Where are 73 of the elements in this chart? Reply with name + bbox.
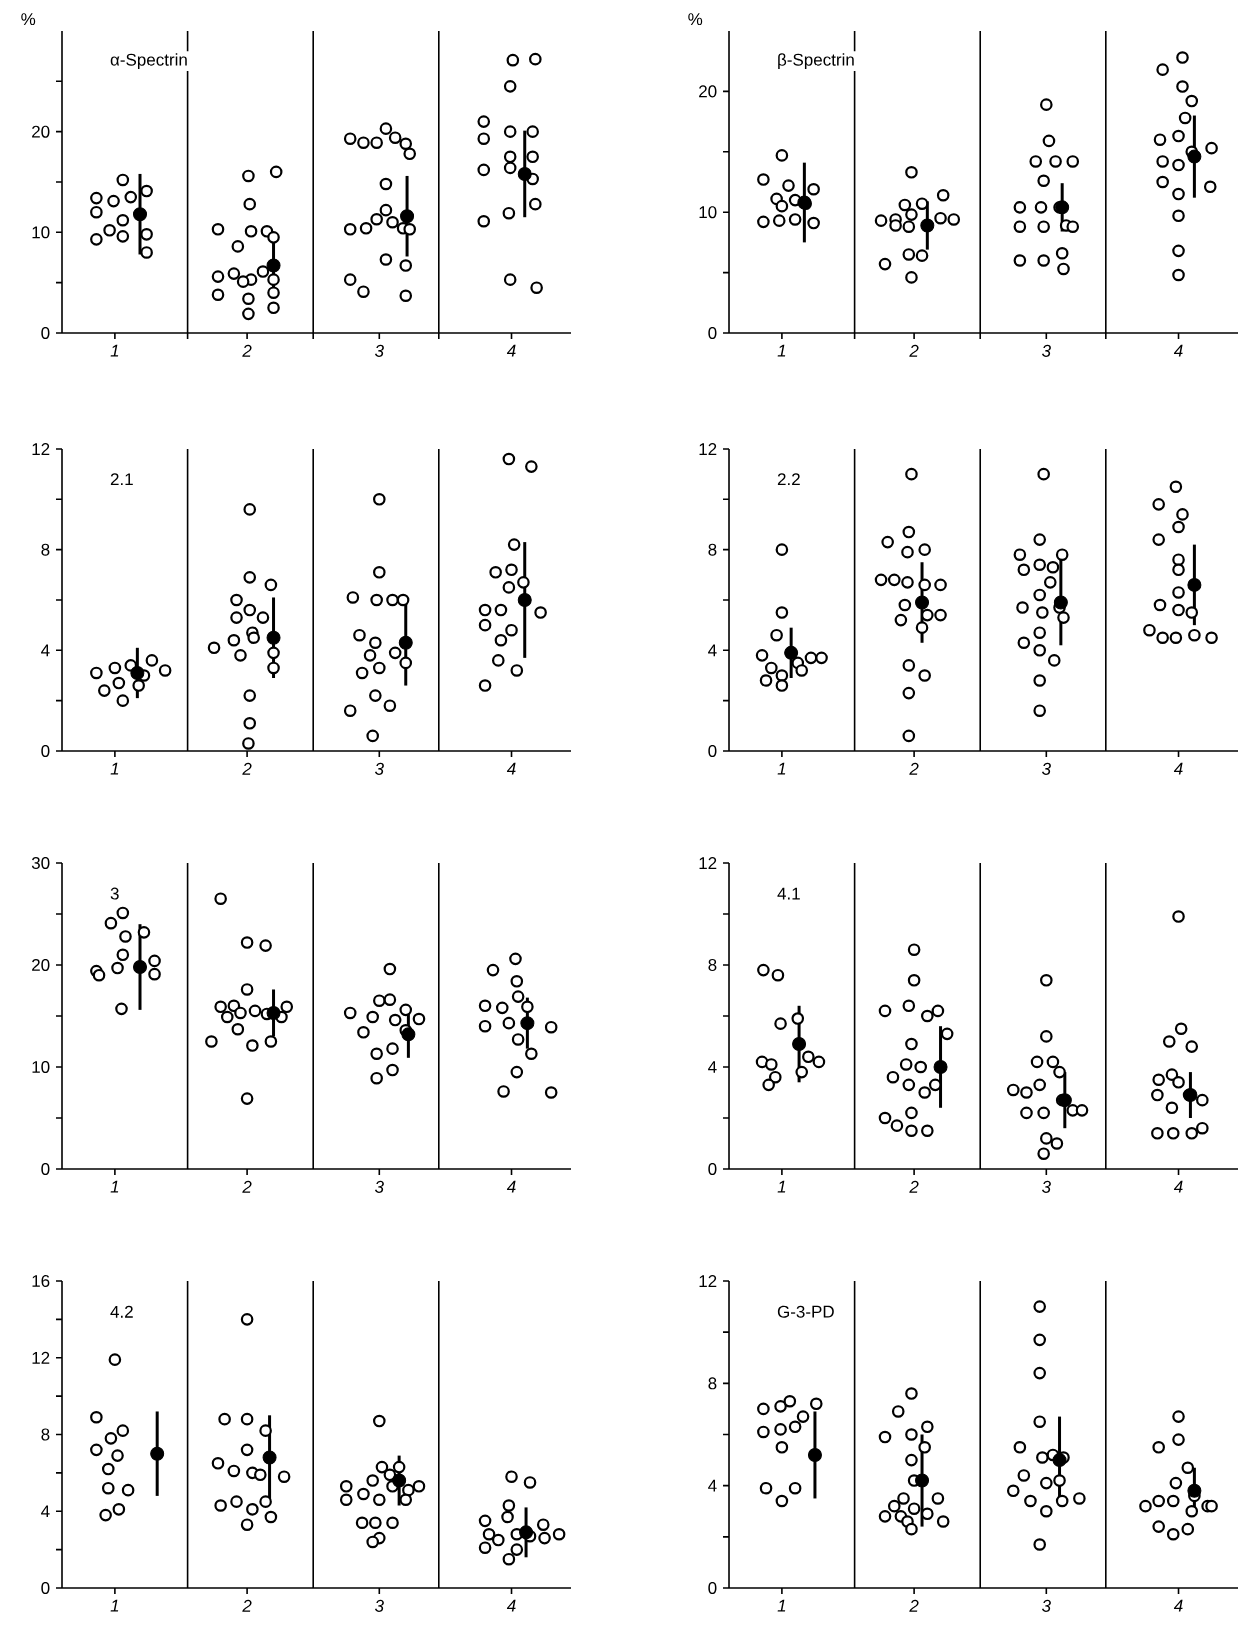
y-tick-label: 0 <box>41 1581 50 1595</box>
x-tick-label: 2 <box>909 1180 919 1193</box>
x-tick-label: 2 <box>909 1599 919 1612</box>
x-tick-label: 1 <box>110 1180 119 1193</box>
x-tick-label: 2 <box>242 1599 252 1612</box>
y-tick-label: 12 <box>699 443 717 455</box>
y-tick-label: 4 <box>41 644 50 657</box>
y-tick-label: 12 <box>32 1351 50 1364</box>
y-axis-title: % <box>688 13 703 26</box>
text: G-3-PD <box>777 1305 834 1318</box>
y-tick-label: 30 <box>31 856 50 870</box>
x-tick-label: 1 <box>777 1180 786 1193</box>
text: 2.2 <box>777 473 800 486</box>
y-tick-label: 8 <box>41 1428 50 1441</box>
y-axis-title: % <box>21 13 36 26</box>
y-tick-label: 16 <box>32 1274 50 1288</box>
text: 3 <box>110 887 119 900</box>
x-tick-label: 1 <box>777 344 786 357</box>
y-tick-label: 4 <box>708 1061 717 1073</box>
y-tick-label: 0 <box>41 326 50 339</box>
y-tick-label: 10 <box>32 1060 50 1074</box>
text: 4.1 <box>777 887 800 900</box>
y-tick-label: 8 <box>41 543 50 556</box>
y-tick-label: 4 <box>41 1505 50 1518</box>
x-tick-label: 4 <box>1173 762 1183 775</box>
x-tick-label: 4 <box>506 344 516 357</box>
x-tick-label: 2 <box>909 344 919 357</box>
y-tick-label: 0 <box>708 326 717 340</box>
x-tick-label: 3 <box>1041 1599 1051 1612</box>
x-tick-label: 1 <box>110 762 119 775</box>
x-tick-label: 4 <box>1173 344 1183 357</box>
text: 2.1 <box>110 473 133 486</box>
y-tick-label: 12 <box>699 1275 717 1287</box>
x-tick-label: 4 <box>1173 1599 1183 1612</box>
x-tick-label: 3 <box>1041 344 1051 357</box>
x-tick-label: 3 <box>1041 1180 1051 1193</box>
y-tick-label: 12 <box>699 857 717 869</box>
x-tick-label: 4 <box>506 1599 516 1612</box>
text: 4.2 <box>110 1305 133 1318</box>
y-tick-label: 10 <box>32 226 50 239</box>
y-tick-label: 4 <box>708 644 717 657</box>
x-tick-label: 2 <box>909 762 919 775</box>
x-tick-label: 3 <box>374 344 384 357</box>
x-tick-label: 3 <box>1041 762 1051 775</box>
x-tick-label: 3 <box>374 1180 384 1193</box>
y-tick-label: 10 <box>699 206 717 219</box>
y-tick-label: 8 <box>708 543 717 556</box>
x-tick-label: 1 <box>777 762 786 775</box>
y-tick-label: 20 <box>32 958 50 972</box>
x-tick-label: 4 <box>1173 1180 1183 1193</box>
x-tick-label: 1 <box>110 1599 119 1612</box>
text: α-Spectrin <box>110 53 187 70</box>
x-tick-label: 3 <box>374 762 384 775</box>
y-tick-label: 8 <box>708 1377 717 1390</box>
x-tick-label: 2 <box>242 762 252 775</box>
y-tick-label: 20 <box>32 125 50 138</box>
text: β-Spectrin <box>778 53 854 70</box>
y-tick-label: 8 <box>708 958 717 972</box>
x-tick-label: 4 <box>506 762 516 775</box>
y-tick-label: 0 <box>41 744 50 758</box>
y-tick-label: 12 <box>32 443 50 455</box>
y-tick-label: 0 <box>708 1162 717 1176</box>
x-tick-label: 1 <box>110 344 119 357</box>
x-tick-label: 2 <box>242 1180 252 1193</box>
y-tick-label: 0 <box>41 1162 50 1176</box>
x-tick-label: 1 <box>777 1599 786 1612</box>
x-tick-label: 4 <box>506 1180 516 1193</box>
y-tick-label: 0 <box>708 744 717 758</box>
x-tick-label: 2 <box>242 344 252 357</box>
x-tick-label: 3 <box>374 1599 384 1612</box>
y-tick-label: 20 <box>699 85 717 98</box>
y-tick-label: 4 <box>708 1479 717 1492</box>
y-tick-label: 0 <box>708 1581 717 1595</box>
